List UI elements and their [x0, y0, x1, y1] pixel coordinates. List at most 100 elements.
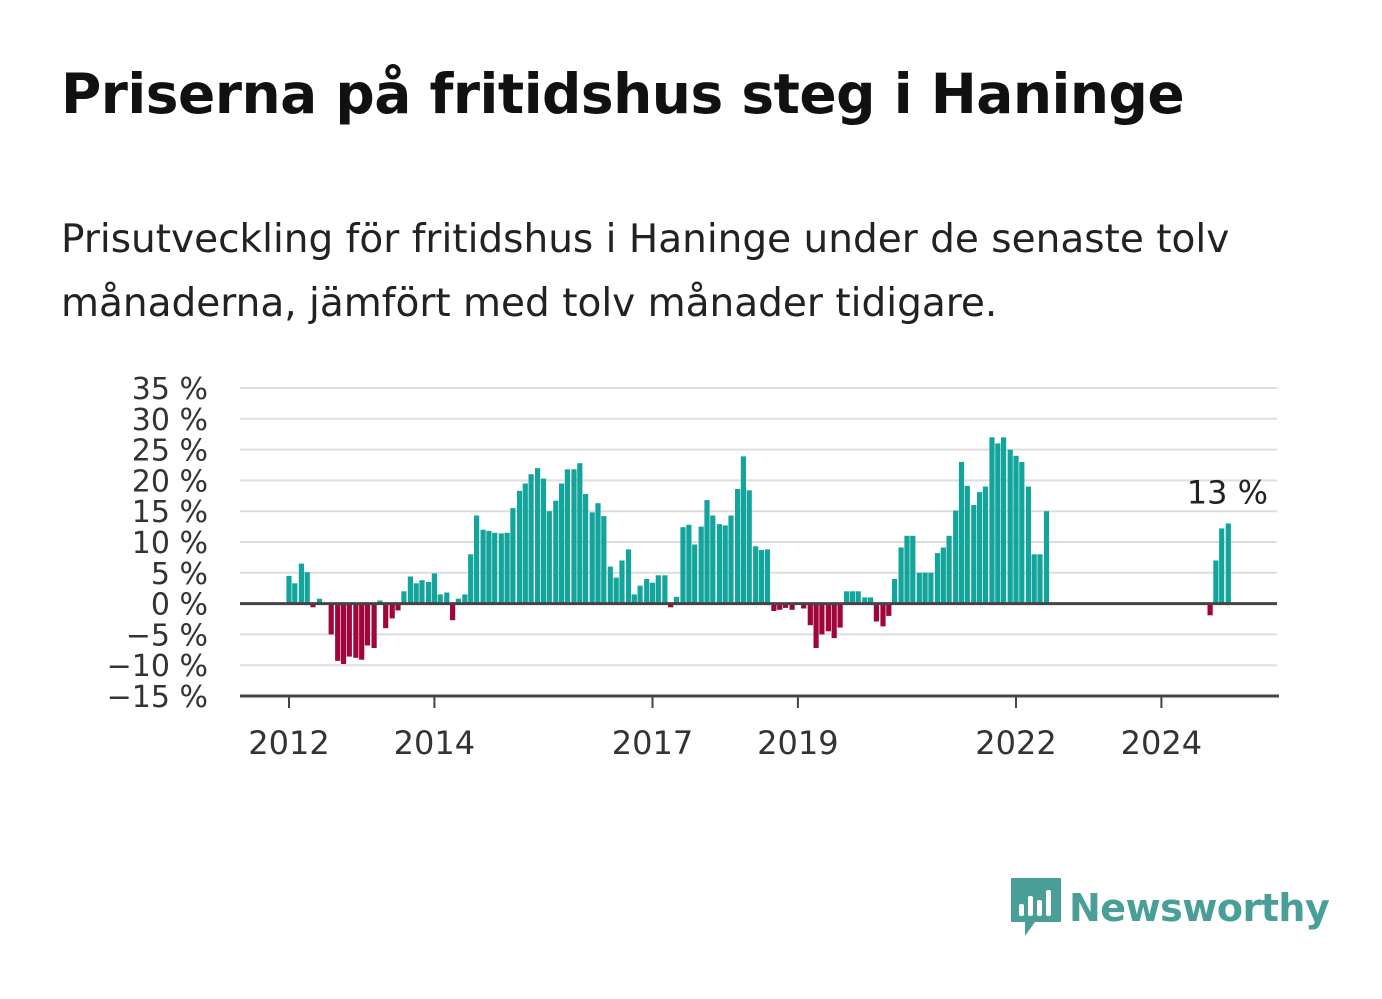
- x-tick-label: 2022: [975, 724, 1056, 762]
- brand-name: Newsworthy: [1069, 886, 1330, 930]
- grid-lines: [240, 387, 1277, 667]
- data-bar: [437, 594, 443, 604]
- data-bar: [916, 572, 922, 604]
- data-bar: [819, 603, 825, 635]
- data-bar: [686, 524, 692, 604]
- y-tick-label: −10 %: [107, 649, 208, 684]
- data-bar: [1025, 486, 1031, 604]
- data-bar: [958, 461, 965, 604]
- data-bar: [831, 603, 837, 639]
- newsworthy-logo-icon: [1011, 878, 1061, 936]
- data-bar: [662, 575, 668, 604]
- y-tick-label: −15 %: [107, 680, 208, 715]
- data-bar: [304, 572, 310, 604]
- y-tick-label: 35 %: [132, 372, 208, 407]
- data-bar: [637, 585, 643, 604]
- data-bar: [328, 603, 334, 635]
- data-bar: [649, 582, 656, 604]
- data-bar: [371, 603, 377, 648]
- data-bar: [922, 572, 928, 604]
- data-bar: [516, 490, 523, 604]
- data-bar: [825, 603, 831, 632]
- data-bar: [704, 500, 710, 604]
- axes: [240, 602, 1279, 708]
- data-bar: [480, 529, 486, 604]
- data-bar: [359, 603, 365, 660]
- data-bar: [407, 576, 413, 604]
- x-tick-label: 2017: [612, 724, 693, 762]
- data-bar: [813, 603, 819, 648]
- data-bar: [728, 515, 734, 604]
- chart-title: Priserna på fritidshus steg i Haninge: [61, 62, 1185, 126]
- data-bar: [764, 549, 770, 604]
- data-bar: [928, 572, 934, 604]
- data-bar: [746, 490, 752, 604]
- data-bar: [474, 515, 480, 604]
- data-bar: [977, 492, 983, 604]
- data-bar: [444, 592, 450, 604]
- data-bar: [389, 603, 395, 619]
- y-tick-label: 15 %: [132, 495, 208, 530]
- data-bar: [807, 603, 813, 626]
- data-bar: [377, 600, 383, 604]
- data-bar: [286, 575, 292, 604]
- data-bar: [468, 554, 474, 604]
- y-tick-label: 10 %: [132, 526, 208, 561]
- data-bar: [735, 489, 741, 604]
- y-tick-label: 20 %: [132, 464, 208, 499]
- data-bar: [855, 591, 861, 604]
- data-bar: [335, 603, 341, 661]
- data-bar: [340, 603, 347, 664]
- data-bar: [1013, 455, 1019, 604]
- data-bar: [989, 437, 995, 604]
- data-bar: [492, 532, 498, 604]
- data-bar: [595, 503, 601, 604]
- data-bar: [964, 485, 970, 604]
- data-bar: [577, 463, 583, 604]
- data-bar: [971, 505, 977, 604]
- data-bar: [898, 547, 904, 604]
- data-bar: [655, 575, 661, 604]
- data-bar: [710, 515, 716, 604]
- data-bar: [892, 579, 898, 604]
- data-bar: [837, 603, 843, 628]
- data-bar: [1043, 511, 1050, 604]
- data-bar: [589, 512, 595, 604]
- data-bar: [953, 510, 959, 604]
- data-bar: [528, 474, 534, 604]
- data-bar: [716, 524, 722, 604]
- data-bar: [758, 550, 765, 604]
- data-bar: [546, 511, 552, 604]
- data-bar: [431, 573, 437, 604]
- data-bar: [1207, 603, 1213, 616]
- data-bar: [1031, 554, 1037, 604]
- x-tick-label: 2019: [757, 724, 838, 762]
- data-bar: [346, 603, 352, 657]
- y-tick-label: 5 %: [151, 557, 208, 592]
- data-bar: [910, 535, 916, 604]
- data-bar: [298, 563, 304, 604]
- data-bar: [395, 603, 401, 611]
- data-bar: [607, 566, 613, 604]
- data-bar: [982, 486, 989, 604]
- data-bar: [644, 579, 650, 604]
- data-bar: [625, 549, 632, 604]
- data-bar: [1037, 554, 1043, 604]
- data-bar: [849, 591, 855, 604]
- data-bar: [862, 597, 868, 604]
- data-bar: [364, 603, 371, 646]
- data-bar: [450, 603, 456, 621]
- y-tick-label: 0 %: [151, 588, 208, 623]
- newsworthy-brand: Newsworthy: [1011, 878, 1330, 938]
- data-bar: [886, 603, 892, 616]
- data-bar: [771, 603, 777, 611]
- data-bar: [583, 494, 589, 604]
- data-bar: [462, 594, 468, 604]
- data-bar: [844, 591, 850, 604]
- data-bar: [522, 483, 528, 604]
- data-bar: [940, 547, 946, 604]
- data-bar: [698, 526, 704, 604]
- y-tick-label: 30 %: [132, 403, 208, 438]
- data-bar: [486, 530, 492, 604]
